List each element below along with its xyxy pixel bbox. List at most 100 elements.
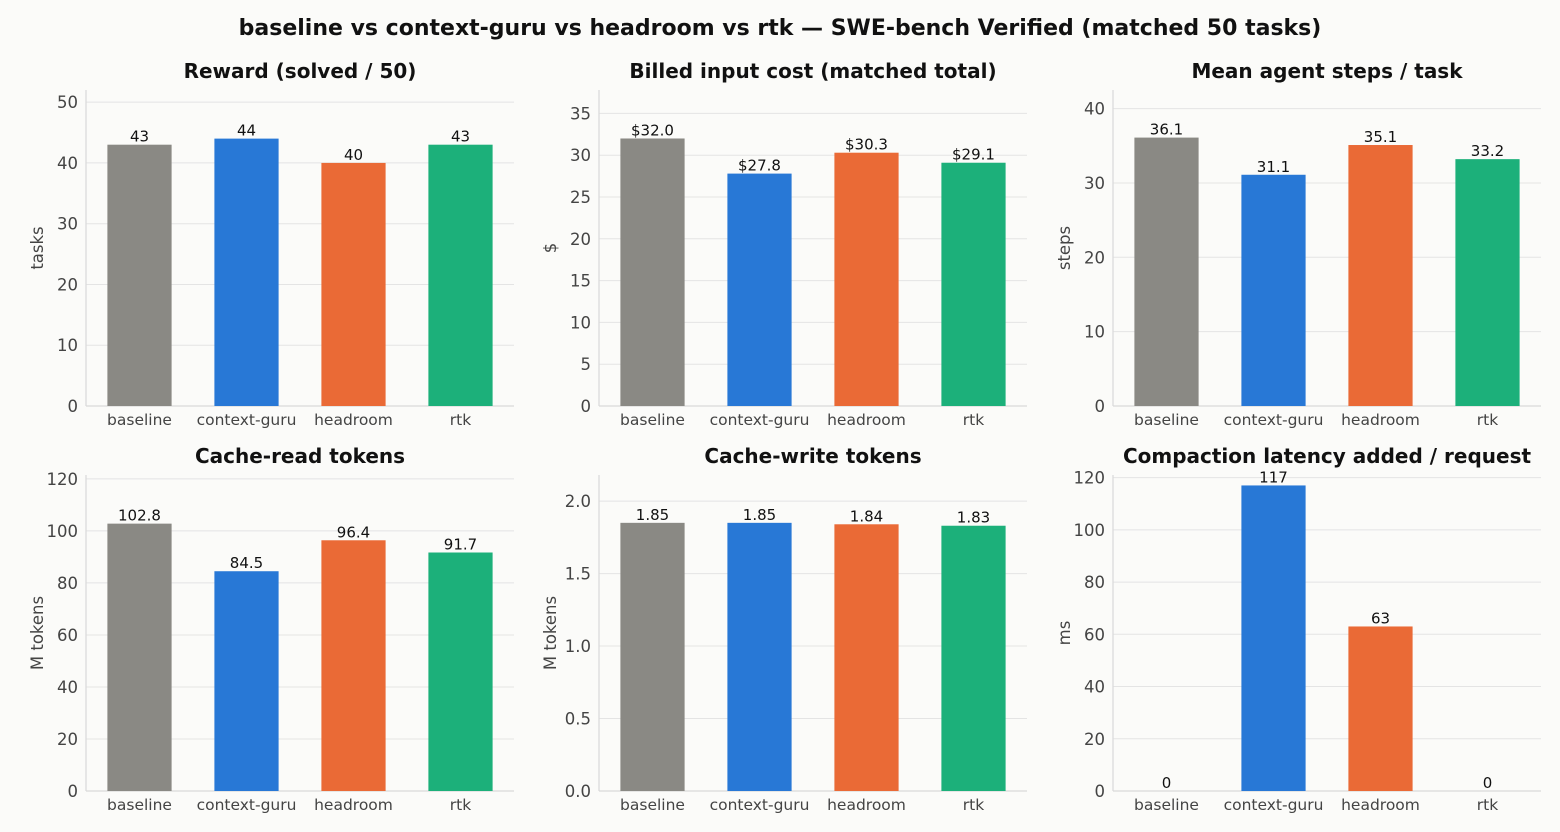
- y-tick-label: 80: [1084, 573, 1105, 592]
- x-tick-label: baseline: [107, 411, 172, 429]
- x-tick-label: baseline: [107, 796, 172, 814]
- x-tick-label: context-guru: [1224, 411, 1324, 429]
- x-tick-label: context-guru: [710, 796, 810, 814]
- bar-value-label: 1.84: [850, 507, 883, 525]
- y-tick-label: 0: [1095, 782, 1106, 801]
- x-tick-label: headroom: [314, 411, 393, 429]
- y-tick-label: 0: [1095, 397, 1106, 416]
- bar-value-label: 44: [237, 122, 256, 140]
- y-tick-label: 20: [570, 230, 591, 249]
- y-tick-label: 100: [47, 522, 79, 541]
- bar-value-label: 1.85: [743, 506, 776, 524]
- bar-value-label: 1.85: [636, 506, 669, 524]
- y-tick-label: 40: [1084, 100, 1105, 119]
- x-tick-label: rtk: [450, 411, 471, 429]
- y-axis-label: $: [541, 243, 560, 254]
- y-tick-label: 0: [68, 782, 79, 801]
- panel-title: Mean agent steps / task: [1191, 59, 1463, 83]
- y-tick-label: 20: [57, 730, 78, 749]
- bar-value-label: 36.1: [1150, 121, 1183, 139]
- bar-baseline: [620, 522, 685, 791]
- bar-baseline: [107, 523, 172, 791]
- panel-title: Cache-read tokens: [195, 444, 405, 468]
- bar-value-label: $29.1: [952, 146, 995, 164]
- y-tick-label: 20: [1084, 730, 1105, 749]
- x-tick-label: rtk: [963, 411, 984, 429]
- x-tick-label: rtk: [450, 796, 471, 814]
- chart-panel-6: 0 20 40 60 80 100 120 0 baseline 117 context-guru 6…: [1055, 444, 1541, 814]
- y-tick-label: 80: [57, 574, 78, 593]
- y-tick-label: 50: [57, 93, 78, 112]
- bar-rtk: [1455, 159, 1520, 406]
- bar-value-label: $27.8: [738, 157, 781, 175]
- bar-baseline: [107, 144, 172, 406]
- y-tick-label: 1.0: [565, 637, 591, 656]
- x-tick-label: headroom: [1341, 796, 1420, 814]
- bar-context-guru: [214, 571, 279, 791]
- bar-value-label: 43: [130, 128, 149, 146]
- bar-value-label: 35.1: [1364, 128, 1397, 146]
- y-tick-label: 10: [570, 313, 591, 332]
- bar-value-label: 91.7: [444, 536, 477, 554]
- chart-panel-4: 0 20 40 60 80 100 120 102.8 baseline 84.5 context-…: [28, 444, 514, 814]
- y-tick-label: 35: [570, 104, 591, 123]
- y-tick-label: 5: [581, 355, 592, 374]
- y-tick-label: 40: [57, 678, 78, 697]
- bar-value-label: 31.1: [1257, 158, 1290, 176]
- x-tick-label: rtk: [963, 796, 984, 814]
- y-tick-label: 0: [68, 397, 79, 416]
- panel-title: Cache-write tokens: [704, 444, 921, 468]
- bar-context-guru: [1241, 174, 1306, 406]
- figure-suptitle: baseline vs context-guru vs headroom vs …: [239, 16, 1322, 41]
- y-axis-label: ms: [1055, 621, 1074, 646]
- bar-value-label: 43: [451, 128, 470, 146]
- y-axis-label: M tokens: [541, 596, 560, 670]
- y-tick-label: 0.0: [565, 782, 591, 801]
- x-tick-label: rtk: [1477, 796, 1498, 814]
- x-tick-label: baseline: [1134, 411, 1199, 429]
- bar-headroom: [1348, 626, 1413, 791]
- x-tick-label: headroom: [314, 796, 393, 814]
- y-tick-label: 15: [570, 272, 591, 291]
- x-tick-label: context-guru: [197, 796, 297, 814]
- bar-value-label: $30.3: [845, 136, 888, 154]
- x-tick-label: rtk: [1477, 411, 1498, 429]
- x-tick-label: headroom: [827, 796, 906, 814]
- bar-value-label: 0: [1483, 774, 1493, 792]
- y-axis-label: M tokens: [28, 596, 47, 670]
- bar-value-label: 117: [1259, 468, 1288, 486]
- bar-value-label: 84.5: [230, 554, 263, 572]
- y-tick-label: 25: [570, 188, 591, 207]
- y-tick-label: 20: [57, 275, 78, 294]
- y-tick-label: 0.5: [565, 710, 591, 729]
- bar-rtk: [428, 552, 493, 791]
- bar-value-label: 33.2: [1471, 142, 1504, 160]
- panel-title: Reward (solved / 50): [184, 59, 417, 83]
- x-tick-label: baseline: [620, 411, 685, 429]
- bar-value-label: 1.83: [957, 509, 990, 527]
- x-tick-label: context-guru: [197, 411, 297, 429]
- y-tick-label: 100: [1074, 521, 1106, 540]
- y-tick-label: 30: [57, 215, 78, 234]
- bar-headroom: [321, 162, 386, 406]
- bar-headroom: [321, 540, 386, 791]
- chart-panel-2: 0 5 10 15 20 25 30 35 $32.0 baseline $27.8 context-…: [541, 59, 1027, 429]
- bar-headroom: [834, 152, 899, 406]
- bar-context-guru: [727, 173, 792, 406]
- y-tick-label: 30: [570, 146, 591, 165]
- chart-panel-5: 0.0 0.5 1.0 1.5 2.0 1.85 baseline 1.85 context-g…: [541, 444, 1027, 814]
- y-tick-label: 60: [57, 626, 78, 645]
- y-tick-label: 10: [1084, 323, 1105, 342]
- x-tick-label: headroom: [1341, 411, 1420, 429]
- y-tick-label: 1.5: [565, 565, 591, 584]
- bar-value-label: 40: [344, 146, 363, 164]
- y-tick-label: 10: [57, 336, 78, 355]
- bar-headroom: [834, 524, 899, 791]
- y-tick-label: 40: [1084, 678, 1105, 697]
- y-tick-label: 120: [1074, 469, 1106, 488]
- y-tick-label: 120: [47, 470, 79, 489]
- chart-panel-3: 0 10 20 30 40 36.1 baseline 31.1 context-guru 35.…: [1055, 59, 1541, 429]
- y-tick-label: 30: [1084, 174, 1105, 193]
- bar-context-guru: [214, 138, 279, 406]
